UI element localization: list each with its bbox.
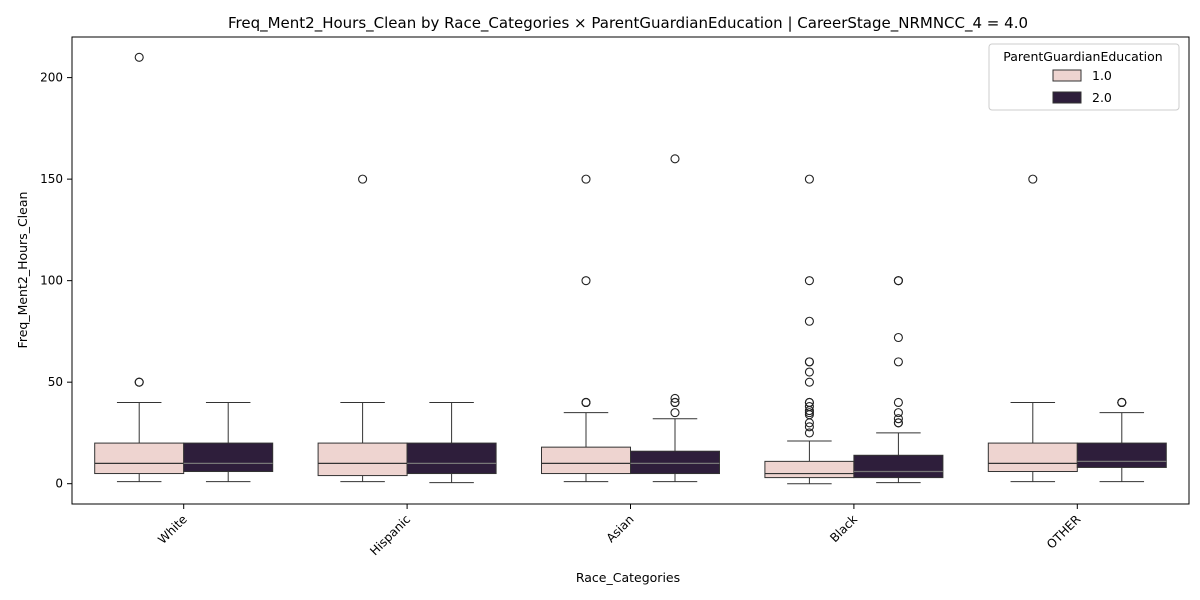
outlier-point bbox=[670, 408, 680, 418]
x-tick-label: OTHER bbox=[1044, 512, 1083, 551]
outlier-point bbox=[581, 276, 591, 286]
x-tick-label: Asian bbox=[604, 512, 637, 545]
outlier-point bbox=[670, 397, 680, 408]
y-axis-label: Freq_Ment2_Hours_Clean bbox=[15, 192, 30, 349]
outlier-point bbox=[893, 397, 903, 408]
x-tick-label: Hispanic bbox=[367, 512, 413, 558]
outlier-point bbox=[804, 428, 814, 438]
outlier-point bbox=[893, 418, 903, 428]
box-iqr bbox=[317, 442, 408, 477]
legend-title: ParentGuardianEducation bbox=[1003, 49, 1162, 64]
outlier-point bbox=[804, 422, 814, 432]
outlier-point bbox=[581, 397, 591, 408]
box-iqr bbox=[1076, 442, 1167, 468]
legend: ParentGuardianEducation 1.0 2.0 bbox=[988, 43, 1180, 111]
outlier-point bbox=[1117, 397, 1127, 408]
outlier-point bbox=[893, 357, 903, 367]
outlier-point bbox=[358, 174, 368, 184]
box-iqr bbox=[183, 442, 274, 473]
outlier-point bbox=[1028, 174, 1038, 184]
box-iqr bbox=[630, 450, 720, 475]
outlier-point bbox=[670, 154, 680, 164]
outlier-point bbox=[804, 174, 814, 184]
outlier-point bbox=[893, 332, 903, 343]
y-tick-label: 0 bbox=[55, 477, 63, 491]
outlier-point bbox=[893, 414, 903, 424]
legend-swatch-2 bbox=[1052, 91, 1082, 104]
legend-entry-2: 2.0 bbox=[1092, 90, 1112, 105]
x-tick-label: Black bbox=[827, 512, 860, 545]
outlier-point bbox=[581, 174, 591, 184]
outlier-point bbox=[804, 316, 814, 326]
box-iqr bbox=[853, 454, 944, 479]
outlier-point bbox=[804, 397, 814, 408]
outlier-point bbox=[804, 377, 814, 387]
plot-area: 0 50 100 150 200 White Hispanic Asian Black OTHER bbox=[40, 52, 1167, 558]
legend-swatch-1 bbox=[1052, 69, 1082, 82]
y-tick-label: 100 bbox=[40, 274, 63, 288]
box-iqr bbox=[94, 442, 185, 475]
legend-entry-1: 1.0 bbox=[1092, 68, 1112, 83]
outlier-point bbox=[134, 52, 144, 62]
outlier-point bbox=[804, 401, 814, 412]
outlier-point bbox=[804, 357, 814, 367]
box-iqr bbox=[406, 442, 497, 475]
outlier-point bbox=[804, 367, 814, 377]
y-tick-label: 150 bbox=[40, 172, 63, 186]
plot-frame bbox=[71, 36, 1190, 505]
y-tick-label: 50 bbox=[48, 375, 63, 389]
legend-frame bbox=[988, 43, 1180, 111]
outlier-point bbox=[893, 408, 903, 418]
chart-title: Freq_Ment2_Hours_Clean by Race_Categorie… bbox=[228, 14, 1028, 33]
box-iqr bbox=[541, 446, 631, 475]
y-tick-label: 200 bbox=[40, 71, 63, 85]
box-iqr bbox=[987, 442, 1078, 473]
x-tick-label: White bbox=[155, 512, 190, 547]
x-axis-label: Race_Categories bbox=[576, 570, 680, 585]
outlier-point bbox=[670, 393, 680, 403]
outlier-point bbox=[893, 276, 903, 286]
outlier-point bbox=[134, 377, 144, 387]
outlier-point bbox=[804, 276, 814, 286]
box-iqr bbox=[764, 460, 855, 479]
